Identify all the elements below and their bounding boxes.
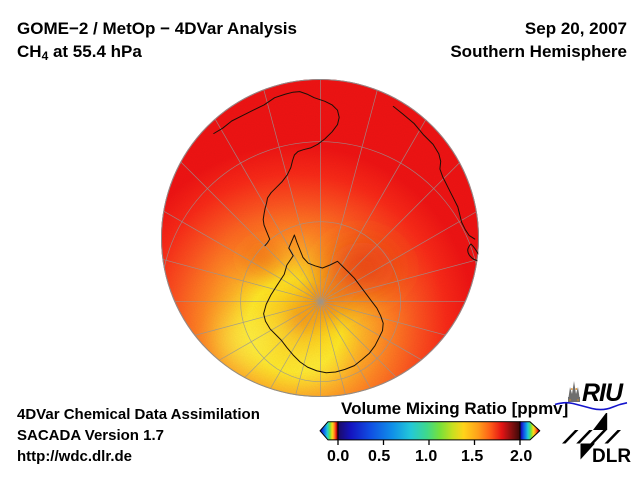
svg-text:DLR: DLR (592, 446, 631, 467)
svg-text:RIU: RIU (582, 379, 624, 407)
